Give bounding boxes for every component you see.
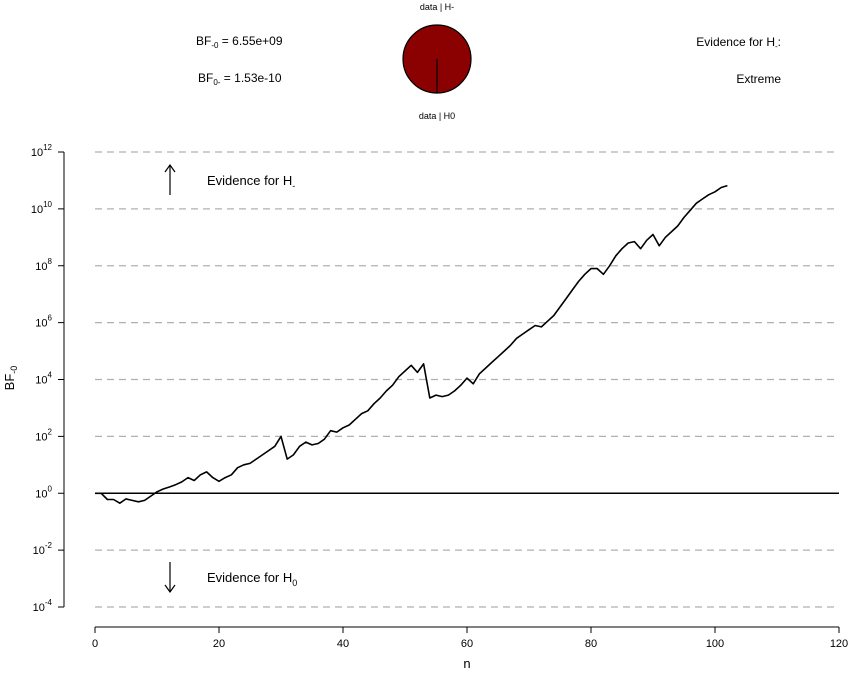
header: BF-0 = 6.55e+09 BF0- = 1.53e-10 data | H… xyxy=(196,2,781,121)
y-axis-label: BF-0 xyxy=(2,366,19,391)
y-tick-label: 100 xyxy=(35,484,52,500)
pie-bottom-label: data | H0 xyxy=(419,111,455,121)
down-arrow-head-icon xyxy=(164,584,176,594)
y-tick-label: 102 xyxy=(35,427,52,443)
y-tick-label: 10-4 xyxy=(33,598,53,614)
y-tick-label: 10-2 xyxy=(33,541,53,557)
y-tick-label: 104 xyxy=(35,371,52,387)
lower-evidence-text: Evidence for H0 xyxy=(207,570,297,588)
lower-evidence-annotation: Evidence for H0 xyxy=(164,562,297,594)
y-tick-label: 1012 xyxy=(31,143,53,159)
evidence-value: Extreme xyxy=(736,72,781,86)
bf-sequential-line xyxy=(95,184,728,504)
up-arrow-head-icon xyxy=(164,163,176,173)
y-tick-label: 1010 xyxy=(31,200,53,216)
x-tick-label: 0 xyxy=(92,638,98,650)
x-tick-label: 40 xyxy=(337,638,349,650)
x-axis-label: n xyxy=(463,656,470,671)
x-tick-label: 60 xyxy=(461,638,473,650)
upper-evidence-annotation: Evidence for H- xyxy=(164,163,295,195)
x-axis: 0 20 40 60 80 100 120 xyxy=(92,626,848,650)
x-tick-label: 120 xyxy=(830,638,848,650)
y-axis: 10-4 10-2 100 102 104 106 108 1010 1012 xyxy=(31,143,65,614)
y-tick-label: 108 xyxy=(35,257,52,273)
bf-minus0-value: BF-0 = 6.55e+09 xyxy=(196,34,283,50)
upper-evidence-text: Evidence for H- xyxy=(207,173,295,191)
x-tick-label: 20 xyxy=(213,638,225,650)
grid-lines xyxy=(95,151,839,608)
pie-chart xyxy=(402,24,472,94)
bf-0minus-value: BF0- = 1.53e-10 xyxy=(198,71,282,87)
x-tick-label: 80 xyxy=(585,638,597,650)
pie-top-label: data | H- xyxy=(420,2,454,12)
y-tick-label: 106 xyxy=(35,314,52,330)
evidence-heading: Evidence for H-: xyxy=(696,35,781,51)
x-tick-label: 100 xyxy=(706,638,724,650)
